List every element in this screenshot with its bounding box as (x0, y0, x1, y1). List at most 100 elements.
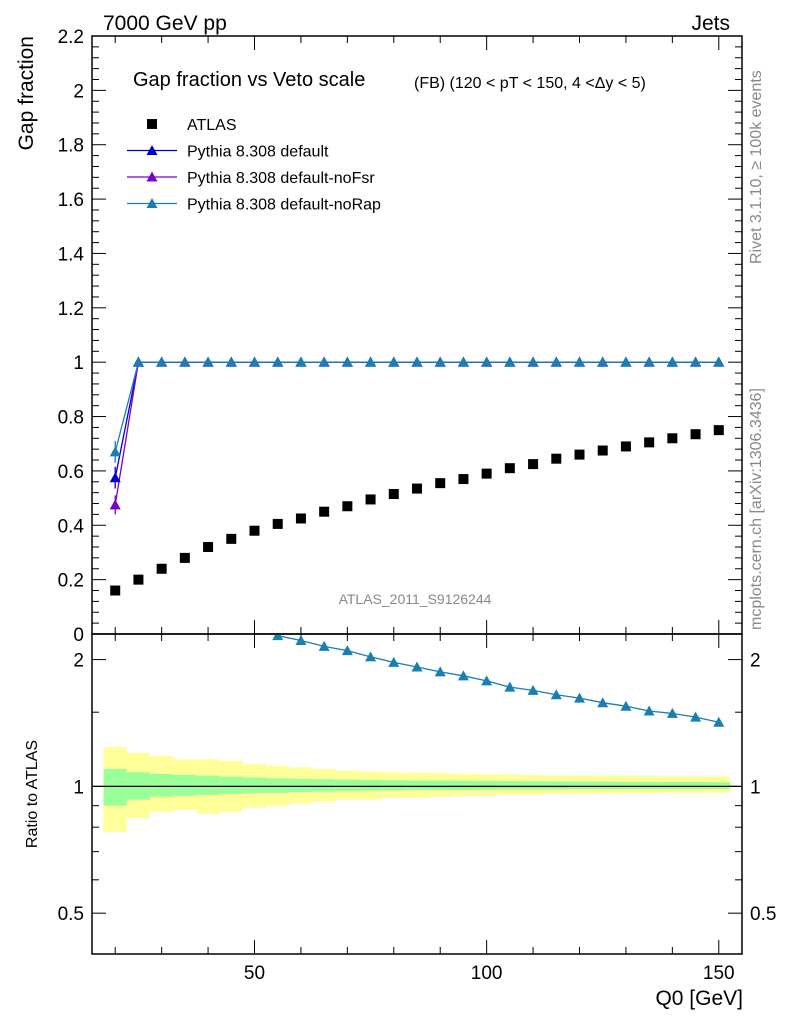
series-3-point (411, 356, 423, 367)
atlas-point (528, 459, 539, 470)
uncertainty-band-inner (614, 781, 638, 790)
series-line-2 (114, 361, 719, 505)
series-3-point (620, 356, 632, 367)
series-3-point (481, 356, 493, 367)
top-y-tick-label: 0.6 (58, 462, 84, 483)
atlas-point (435, 478, 446, 489)
top-panel: 0 0.2 0.4 0.6 0.8 1 1.2 1.4 1.6 1.8 2 2.2 Gap fract… (15, 27, 743, 954)
top-y-tick-label: 1.8 (58, 136, 84, 157)
ratio-point (504, 681, 516, 692)
atlas-point (504, 463, 515, 474)
ratio-point (550, 689, 562, 700)
atlas-point (365, 494, 376, 505)
top-y-axis-label: Gap fraction (15, 36, 38, 150)
ratio-point (341, 645, 353, 656)
series-3-point (318, 356, 330, 367)
rivet-label: Rivet 3.1.10, ≥ 100k events (748, 70, 765, 264)
series-3-point (272, 356, 284, 367)
atlas-point (203, 542, 214, 553)
series-3-point (574, 356, 585, 367)
chart-title: Gap fraction vs Veto scale (133, 69, 365, 91)
uncertainty-band-inner (475, 780, 499, 790)
analysis-watermark: ATLAS_2011_S9126244 (339, 591, 492, 607)
legend-label: Pythia 8.308 default (187, 144, 329, 161)
top-y-tick-label: 1 (73, 353, 84, 374)
ratio-point (620, 700, 632, 711)
atlas-point (133, 574, 144, 585)
series-3-point (132, 356, 144, 367)
top-y-tick-label: 2 (73, 81, 84, 102)
uncertainty-band-inner (358, 779, 383, 791)
uncertainty-band-inner (219, 776, 243, 794)
uncertainty-band-inner (405, 780, 429, 791)
uncertainty-band-inner (451, 780, 476, 790)
uncertainty-band-inner (707, 782, 731, 789)
uncertainty-band-inner (312, 779, 336, 792)
atlas-point (226, 533, 237, 544)
atlas-point (295, 513, 306, 524)
series-3-point (550, 356, 562, 367)
series-3-point (179, 356, 191, 367)
atlas-point (179, 552, 190, 563)
uncertainty-band-inner (498, 781, 522, 790)
legend-label: Pythia 8.308 default-noFsr (187, 170, 375, 187)
series-3-point (597, 356, 609, 367)
ratio-point (690, 711, 702, 722)
uncertainty-band-inner (173, 774, 197, 796)
top-y-tick-label: 0.4 (58, 516, 85, 537)
ratio-point (481, 675, 493, 686)
atlas-point (713, 425, 724, 436)
atlas-point (388, 489, 399, 500)
ratio-point (434, 666, 446, 677)
uncertainty-band-inner (683, 782, 708, 789)
chart-subtitle: (FB) (120 < pT < 150, 4 <Δy < 5) (414, 75, 646, 92)
series-line-1 (114, 361, 719, 478)
series-3-point (202, 356, 214, 367)
series-2-point (109, 499, 121, 510)
ratio-y-tick-label: 2 (73, 651, 84, 672)
atlas-point (342, 501, 353, 512)
legend-marker (146, 171, 158, 182)
top-y-tick-label: 2.2 (58, 27, 84, 48)
ratio-point (272, 634, 284, 641)
legend-marker (146, 145, 158, 155)
series-3-point (666, 356, 678, 367)
ratio-y-tick-label-right: 0.5 (750, 904, 776, 925)
atlas-point (574, 449, 585, 460)
header-left: 7000 GeV pp (103, 12, 227, 35)
top-y-tick-label: 0 (73, 625, 84, 646)
legend-label: Pythia 8.308 default-noRap (187, 197, 381, 214)
header-right: Jets (691, 12, 730, 35)
ratio-point (295, 634, 307, 645)
atlas-point (690, 429, 701, 440)
uncertainty-band-inner (521, 781, 545, 790)
ratio-point (365, 651, 377, 662)
series-3-point (156, 356, 168, 367)
ratio-y-tick-label: 0.5 (58, 904, 84, 925)
ratio-point (318, 640, 330, 651)
uncertainty-band-inner (660, 782, 684, 789)
series-3-point (434, 356, 446, 367)
atlas-point (272, 518, 283, 529)
series-3-point (527, 356, 539, 367)
ratio-point (411, 661, 423, 672)
ratio-point (643, 705, 655, 716)
top-y-tick-label: 1.2 (58, 299, 84, 320)
uncertainty-band-inner (103, 768, 127, 806)
ratio-panel: 50 100 150 0.5 0.5 1 1 2 2 Ratio to ATLAS Q0 [Ge… (24, 633, 776, 1010)
series-1-point (109, 472, 121, 483)
series-3-point (365, 356, 377, 367)
ratio-point (666, 707, 678, 718)
ratio-y-tick-label-right: 2 (750, 651, 761, 672)
x-axis-label: Q0 [GeV] (655, 987, 743, 1010)
uncertainty-band-inner (335, 779, 359, 792)
atlas-point (110, 585, 121, 596)
atlas-point (597, 445, 608, 456)
ratio-point (713, 716, 725, 727)
series-3-point (643, 356, 655, 367)
series-3-point (504, 356, 516, 367)
ratio-y-tick-label-right: 1 (750, 777, 761, 798)
top-y-tick-label: 0.2 (58, 571, 84, 592)
uncertainty-band-inner (382, 780, 406, 791)
